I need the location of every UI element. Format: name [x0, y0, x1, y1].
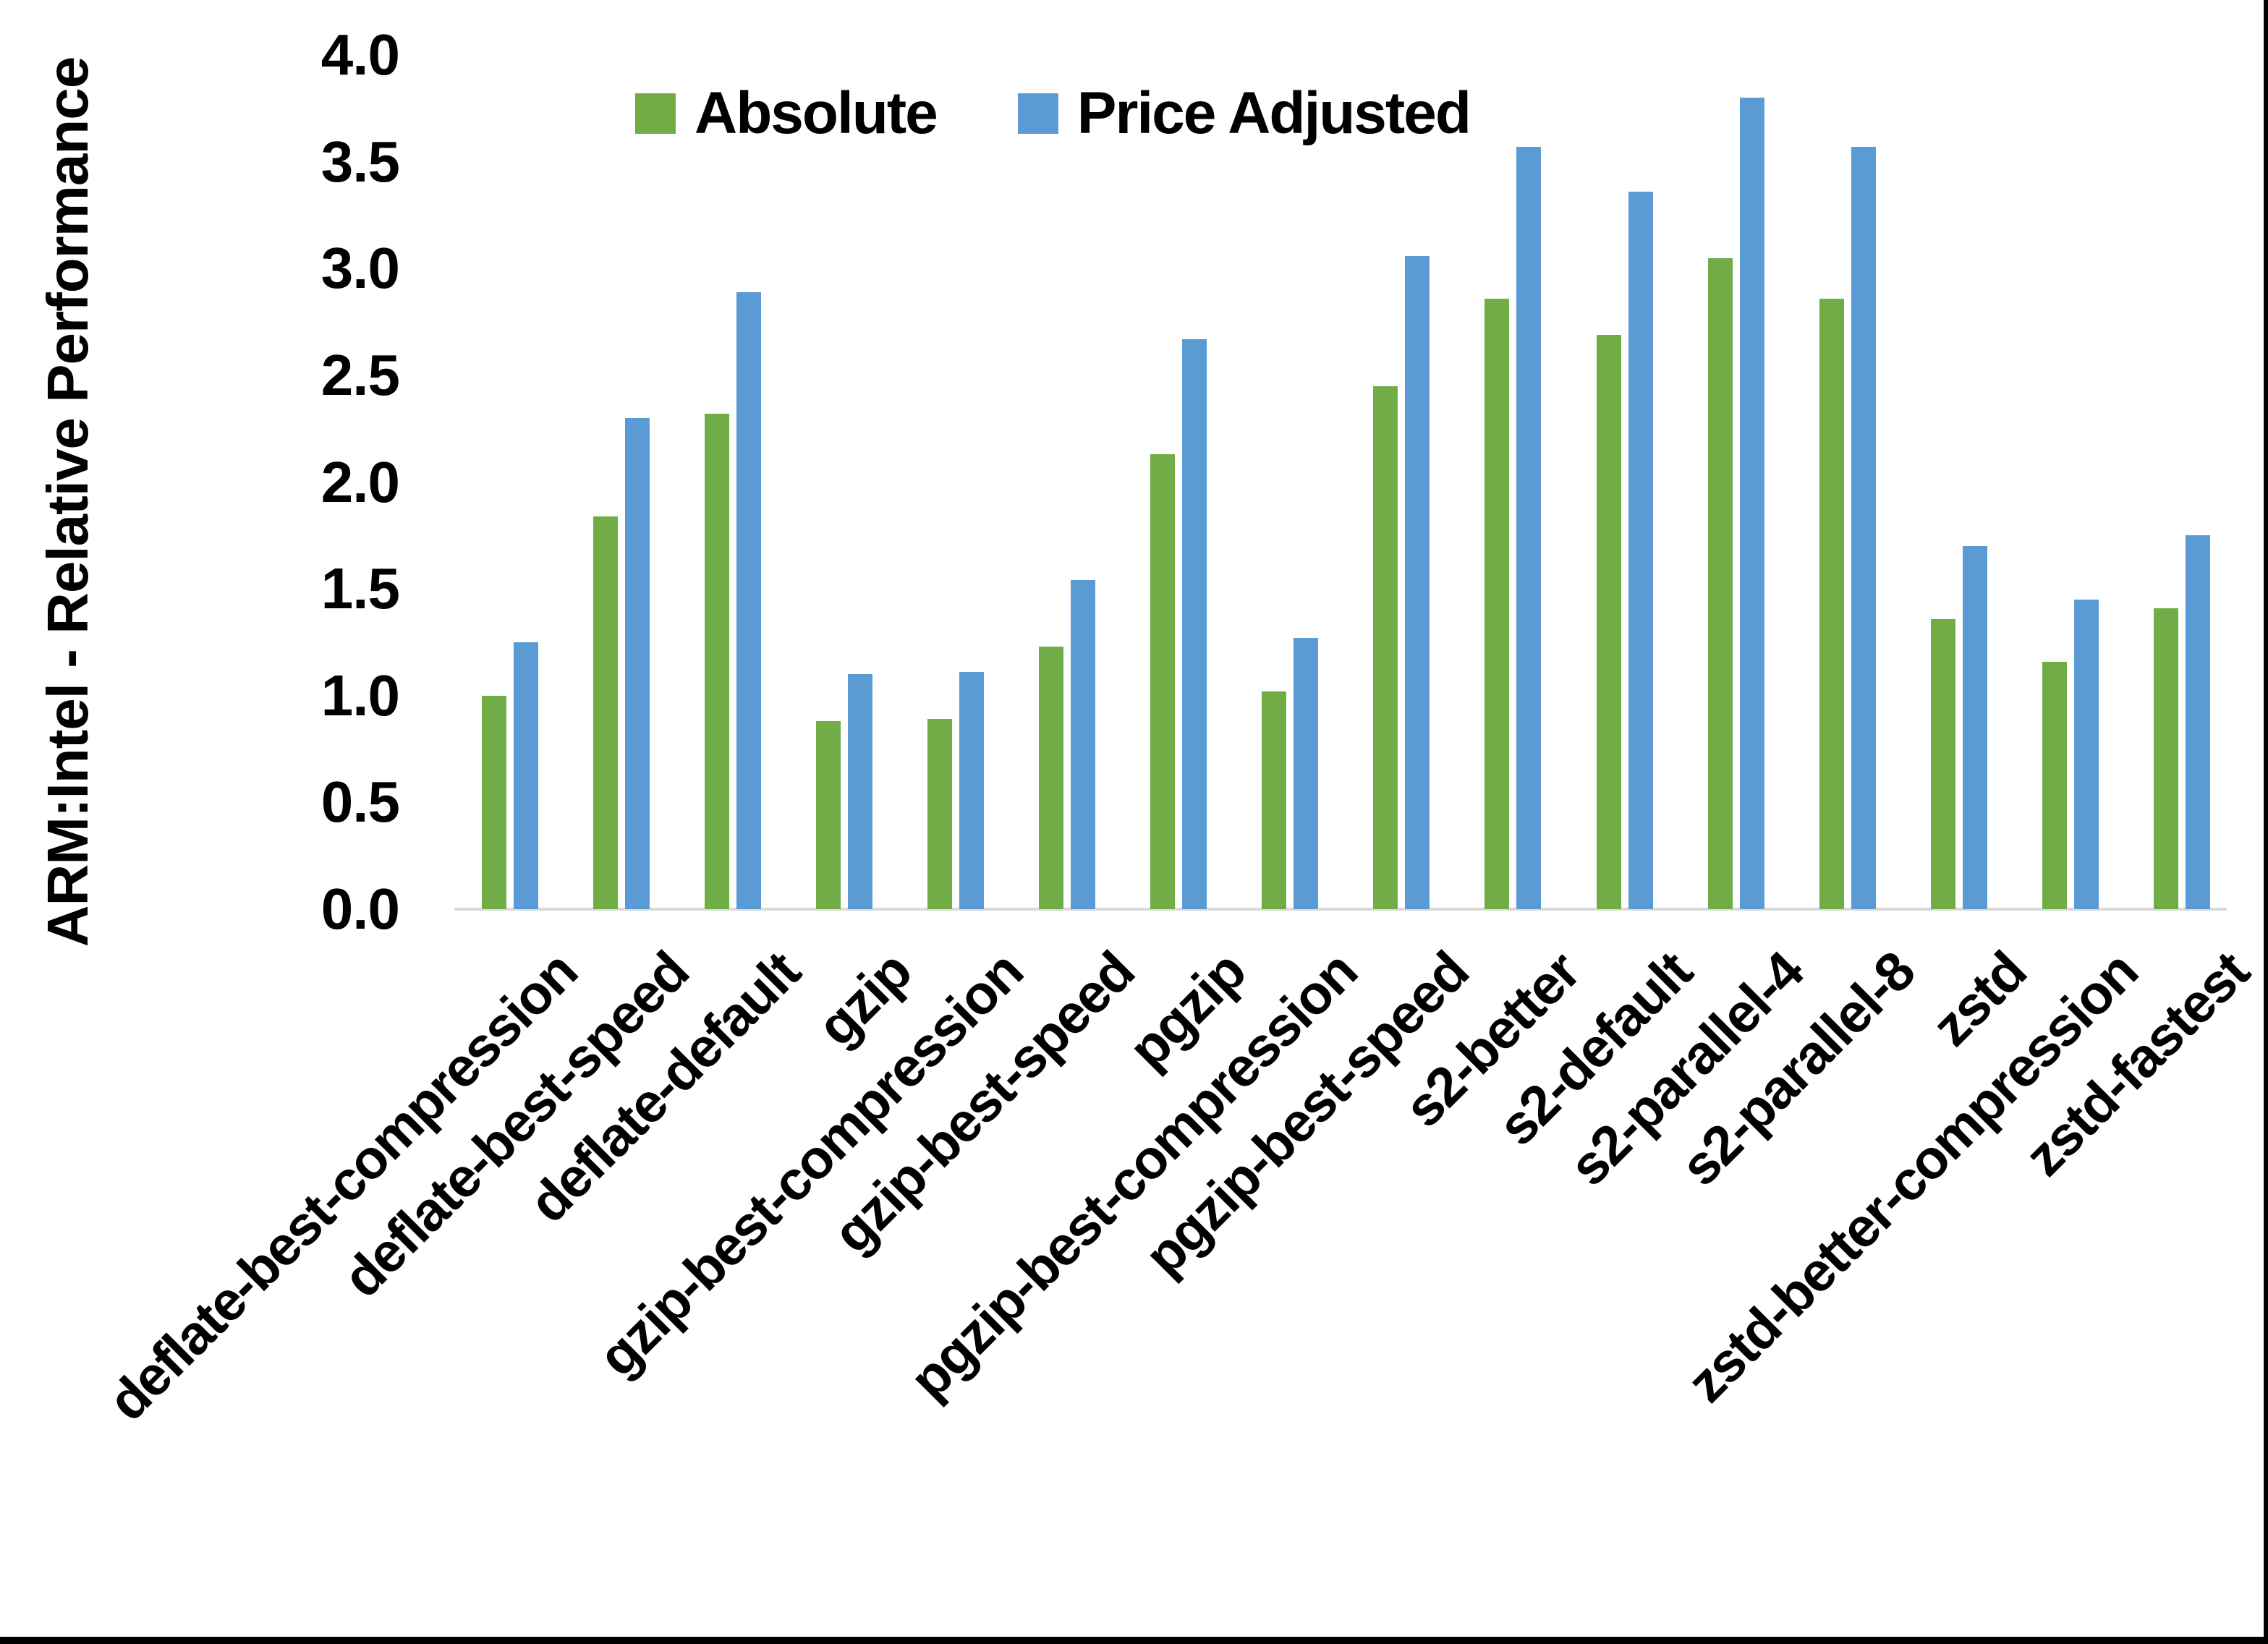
legend-label-absolute: Absolute — [695, 80, 938, 146]
y-tick-label-4-0: 4.0 — [320, 22, 400, 88]
y-tick-label-0-0: 0.0 — [320, 877, 400, 941]
bar-absolute-gzip-best-speed — [1039, 646, 1064, 909]
bar-price-adjusted-gzip — [848, 674, 873, 909]
bar-absolute-deflate-default — [705, 414, 730, 909]
legend-swatch-price-adjusted — [1017, 93, 1058, 134]
bar-price-adjusted-zstd-fastest — [2185, 535, 2210, 909]
bar-absolute-zstd-better-compression — [2042, 661, 2067, 909]
bar-price-adjusted-s2-better — [1516, 147, 1542, 909]
bar-price-adjusted-deflate-best-speed — [625, 418, 650, 909]
y-tick-label-2-0: 2.0 — [320, 449, 400, 514]
y-tick-label-1-5: 1.5 — [320, 556, 400, 621]
bar-absolute-pgzip-best-compression — [1262, 691, 1287, 909]
y-tick-label-3-0: 3.0 — [320, 236, 400, 301]
legend-swatch-absolute — [635, 93, 676, 134]
bar-absolute-zstd-fastest — [2153, 608, 2178, 909]
bar-absolute-zstd — [1930, 618, 1955, 909]
bar-absolute-s2-better — [1485, 298, 1510, 909]
bar-price-adjusted-deflate-best-compression — [514, 642, 538, 909]
bar-absolute-deflate-best-compression — [482, 695, 506, 909]
bar-price-adjusted-gzip-best-speed — [1071, 580, 1096, 909]
bar-price-adjusted-s2-parallel-4 — [1739, 98, 1764, 909]
legend-item-price-adjusted: Price Adjusted — [1017, 80, 1471, 146]
bar-price-adjusted-pgzip — [1182, 338, 1207, 909]
bar-absolute-s2-parallel-8 — [1819, 298, 1844, 909]
bar-price-adjusted-pgzip-best-compression — [1294, 638, 1319, 909]
bar-price-adjusted-zstd-better-compression — [2073, 599, 2099, 909]
bar-absolute-deflate-best-speed — [593, 516, 619, 909]
y-tick-label-0-5: 0.5 — [320, 770, 400, 835]
bar-price-adjusted-s2-parallel-8 — [1851, 147, 1876, 909]
legend-item-absolute: Absolute — [635, 80, 938, 146]
y-tick-label-2-5: 2.5 — [320, 343, 400, 407]
bar-price-adjusted-s2-default — [1628, 192, 1653, 909]
bar-price-adjusted-gzip-best-compression — [959, 672, 985, 909]
y-tick-label-3-5: 3.5 — [320, 129, 400, 194]
legend: Absolute Price Adjusted — [635, 80, 1471, 146]
y-tick-label-1-0: 1.0 — [320, 663, 400, 728]
bar-absolute-gzip — [816, 721, 841, 909]
bar-price-adjusted-pgzip-best-speed — [1405, 255, 1430, 909]
bar-absolute-gzip-best-compression — [927, 719, 953, 909]
x-axis-line — [454, 908, 2227, 911]
bar-price-adjusted-zstd — [1962, 546, 1987, 909]
bar-price-adjusted-deflate-default — [736, 291, 762, 909]
bar-absolute-pgzip — [1150, 454, 1176, 909]
legend-label-price-adjusted: Price Adjusted — [1076, 80, 1471, 146]
bar-absolute-pgzip-best-speed — [1373, 386, 1398, 909]
image-border-bottom — [0, 1637, 2268, 1644]
bar-absolute-s2-parallel-4 — [1707, 257, 1733, 909]
image-border-right — [2264, 0, 2268, 1644]
bar-absolute-s2-default — [1596, 334, 1621, 909]
